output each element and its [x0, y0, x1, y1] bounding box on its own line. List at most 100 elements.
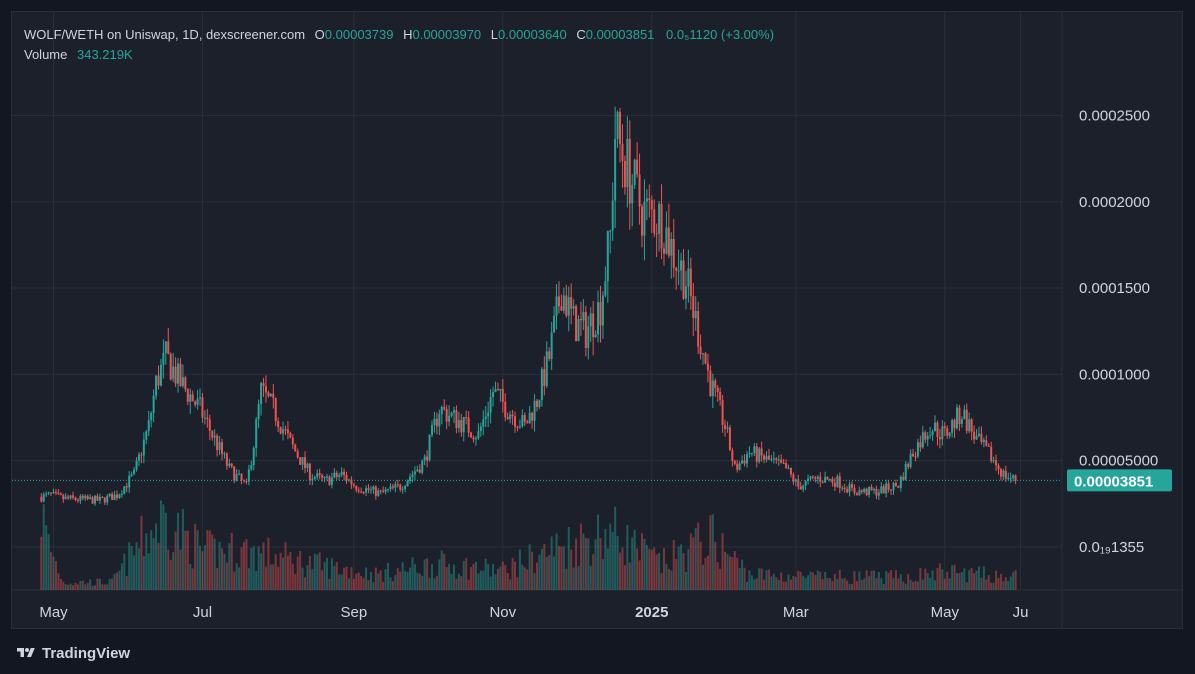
volume-bar [377, 573, 380, 590]
candle-body [533, 400, 536, 421]
volume-bar [213, 538, 216, 590]
candle-body [789, 467, 792, 475]
volume-bar [45, 525, 48, 590]
candle-body [377, 490, 380, 496]
volume-bar [579, 523, 582, 590]
candle-body [255, 419, 258, 448]
volume-bar [428, 577, 431, 590]
candle-body [1002, 470, 1005, 477]
volume-bar [169, 559, 172, 590]
candle-body [528, 412, 531, 424]
candle-body [560, 306, 563, 311]
candle-body [919, 442, 922, 448]
chart-panel[interactable]: 0.0002500 0.0002000 0.0001500 0.0001000 0.00… [11, 11, 1183, 629]
candle-body [74, 497, 77, 500]
candle-body [240, 473, 243, 481]
candle-body [523, 415, 526, 422]
volume-bar [787, 574, 790, 590]
volume-bar [582, 533, 585, 590]
candle-body [308, 463, 311, 481]
candle-body [599, 302, 602, 326]
candle-body [362, 492, 365, 494]
volume-bar [829, 578, 832, 590]
volume-bar [851, 584, 853, 590]
volume-bar [306, 565, 309, 590]
candle-body [504, 401, 507, 418]
candle-body [894, 482, 897, 486]
volume-bar [880, 578, 883, 590]
candle-body [40, 496, 43, 502]
volume-bar [101, 584, 104, 590]
candle-body [609, 230, 612, 232]
volume-bar [521, 564, 524, 590]
candle-body [975, 435, 978, 440]
candle-body [211, 430, 214, 438]
candle-body [509, 414, 512, 420]
volume-bar [719, 568, 722, 590]
candle-body [765, 455, 768, 460]
candle-body [345, 474, 348, 481]
volume-bar [487, 564, 490, 590]
candle-body [687, 268, 690, 287]
candle-body [169, 353, 172, 380]
candle-body [111, 493, 114, 501]
candle-body [540, 369, 543, 400]
volume-bar [1004, 577, 1007, 590]
volume-bar [235, 563, 238, 590]
volume-bar [999, 573, 1002, 590]
volume-bar [872, 570, 875, 590]
close-value: 0.00003851 [585, 27, 655, 42]
candle-body [741, 460, 744, 464]
tradingview-brand[interactable]: TradingView [14, 643, 130, 663]
candle-body [89, 497, 92, 499]
candle-body [216, 435, 219, 450]
candle-body [802, 485, 805, 490]
volume-bar [343, 567, 346, 590]
candle-body [577, 319, 580, 342]
candle-body [633, 159, 636, 185]
volume-bar [560, 546, 563, 590]
volume-bar [782, 581, 785, 590]
candle-body [902, 476, 905, 480]
volume-bar [601, 559, 604, 590]
volume-bar [223, 553, 226, 590]
volume-bar [924, 568, 927, 590]
candle-body [968, 419, 971, 432]
volume-bar [509, 579, 512, 590]
price-chart[interactable]: 0.0002500 0.0002000 0.0001500 0.0001000 0.00… [12, 12, 1183, 629]
volume-bar [677, 546, 680, 590]
volume-bar [133, 555, 136, 590]
candle-body [843, 487, 846, 489]
volume-bar [269, 564, 272, 590]
candle-body [457, 420, 460, 429]
volume-bars [40, 500, 1017, 590]
volume-bar [885, 570, 888, 590]
volume-bar [291, 563, 294, 590]
candle-body [951, 420, 954, 433]
volume-bar [142, 556, 145, 590]
volume-bar [411, 557, 414, 590]
volume-bar [128, 542, 131, 590]
candle-body [482, 419, 485, 427]
candle-body [601, 295, 604, 326]
volume-bar [648, 548, 651, 590]
volume-bar [589, 565, 592, 590]
y-tick-label: 0.0001500 [1079, 280, 1150, 297]
candle-body [958, 407, 961, 425]
candle-body [851, 484, 853, 488]
candle-body [645, 198, 648, 202]
candle-body [858, 490, 861, 496]
volume-bar [208, 530, 211, 590]
volume-bar [550, 536, 553, 590]
volume-bar [680, 544, 683, 590]
volume-bar [423, 559, 426, 590]
volume-bar [794, 576, 797, 590]
candle-body [474, 438, 477, 440]
volume-bar [833, 574, 836, 590]
volume-bar [257, 546, 260, 590]
candle-body [142, 439, 145, 456]
candle-body [321, 475, 324, 478]
volume-bar [675, 559, 678, 590]
candle-body [313, 477, 316, 479]
volume-bar [118, 570, 121, 590]
